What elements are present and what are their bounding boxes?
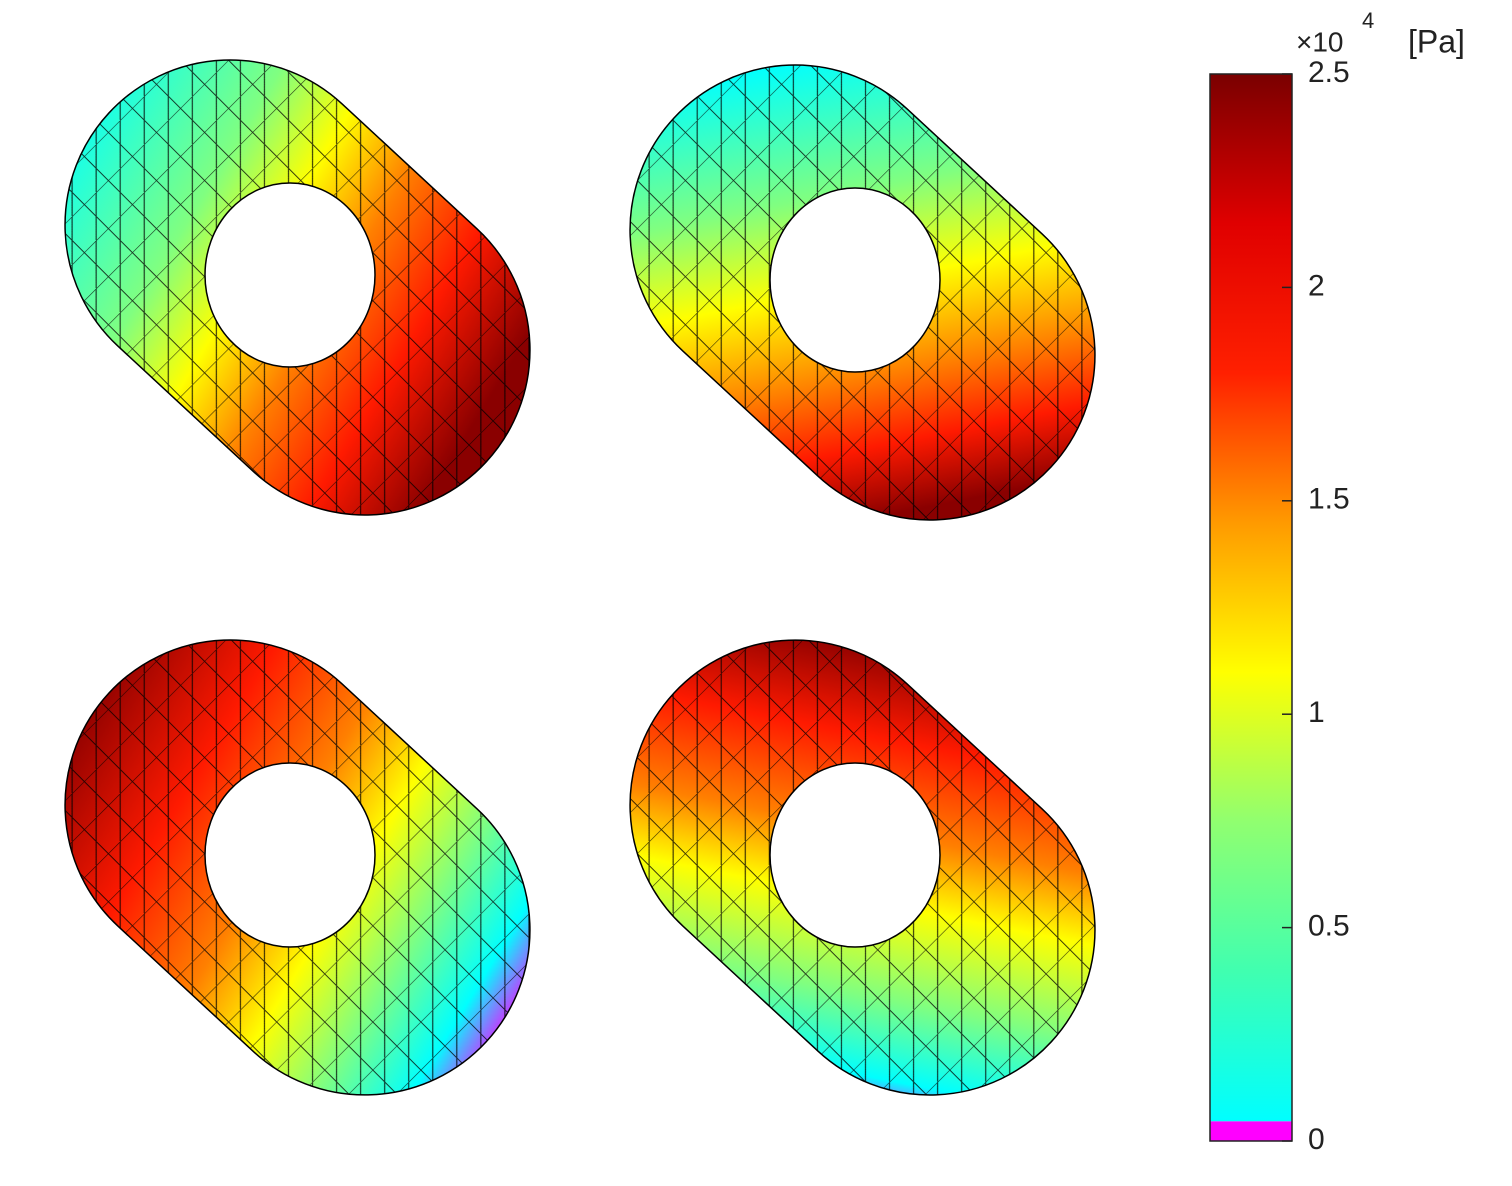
cylinder-outline [629,64,1096,521]
colorbar-frame [1209,73,1293,1142]
cylinder-outline [629,639,1096,1096]
cylinder-plots [64,59,1096,1096]
colorbar-underflow [1210,1121,1292,1141]
colorbar-gradient [1210,74,1292,1122]
cylinder-opening [769,187,941,373]
colorbar-tick-label: 0 [1308,1123,1325,1156]
colorbar-label: [Pa] [1408,23,1465,59]
cylinder-opening [204,762,376,948]
colorbar-tick-label: 2 [1308,269,1325,302]
cylinder [629,639,1096,1096]
cylinder-outline [64,639,531,1096]
colorbar-tick-label: 0.5 [1308,910,1350,943]
cylinder [64,639,531,1096]
cylinder [629,64,1096,521]
cylinder [64,59,531,516]
colorbar-exponent: 4 [1362,8,1374,33]
cylinder-outline [64,59,531,516]
cylinder-opening [769,762,941,948]
colorbar-multiplier: ×10 [1296,26,1344,57]
colorbar-tick-label: 1 [1308,696,1325,729]
colorbar-tick-label: 2.5 [1308,56,1350,89]
colorbar-tick-label: 1.5 [1308,483,1350,516]
cylinder-opening [204,182,376,368]
